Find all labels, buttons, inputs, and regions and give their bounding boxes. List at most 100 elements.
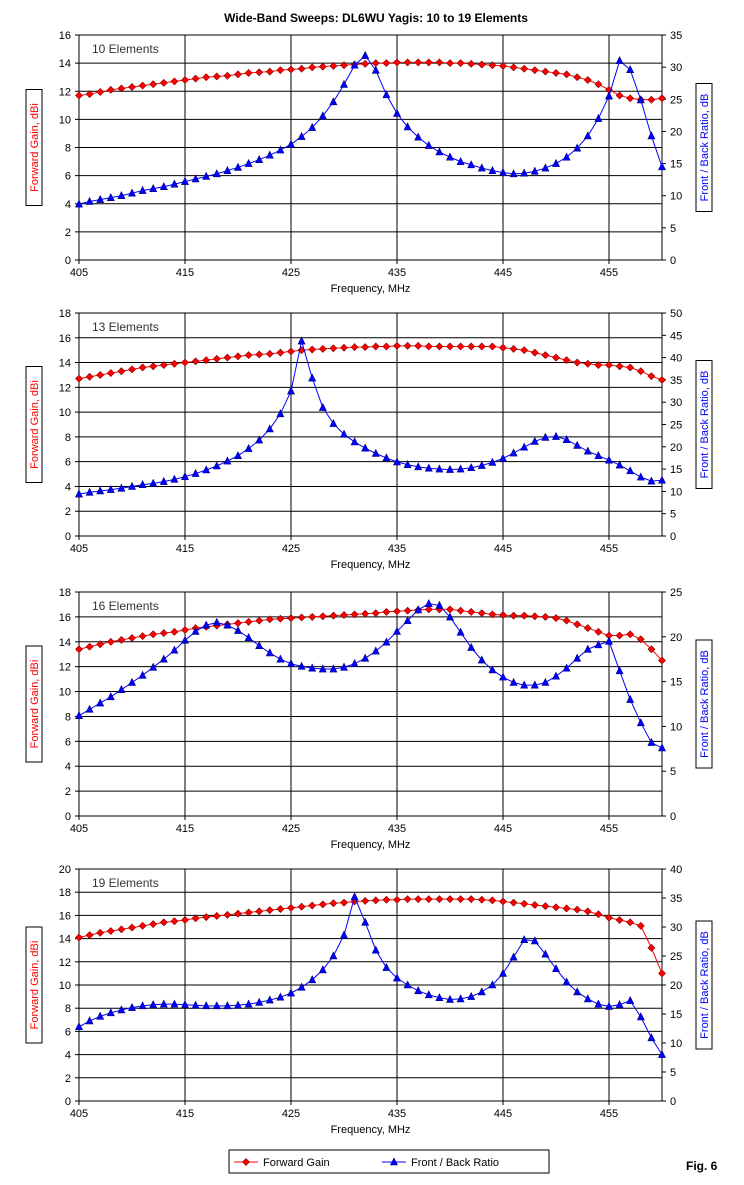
gain-point	[128, 83, 136, 91]
fb-point	[594, 113, 603, 122]
gain-point	[403, 606, 412, 615]
y-tick-label: 16	[59, 333, 71, 345]
fb-point	[244, 158, 253, 167]
fb-point	[393, 973, 401, 982]
fb-point	[562, 977, 571, 986]
gain-point	[340, 343, 348, 352]
gain-point	[382, 607, 391, 616]
fb-point	[276, 654, 285, 663]
gain-point	[414, 58, 423, 67]
fb-point	[308, 122, 317, 131]
gain-point	[223, 910, 232, 919]
fb-point	[509, 169, 518, 178]
gain-point	[106, 637, 115, 646]
fb-point	[456, 156, 465, 165]
x-axis-label: Frequency, MHz	[331, 283, 411, 295]
fb-point	[636, 718, 645, 727]
gain-point	[96, 371, 105, 379]
fb-point	[234, 162, 242, 171]
gain-point	[85, 90, 94, 98]
gain-point	[509, 898, 518, 907]
fb-point	[340, 429, 348, 438]
gain-point	[138, 81, 147, 90]
fb-point	[446, 612, 454, 621]
gain-point	[106, 369, 115, 378]
fb-point	[170, 179, 179, 188]
legend-gain-label: Forward Gain	[263, 1157, 330, 1169]
gain-point	[159, 918, 168, 927]
fb-point	[181, 635, 189, 644]
fb-point	[308, 975, 317, 984]
gain-point	[244, 351, 253, 360]
gain-point	[626, 363, 635, 372]
x-tick-label: 425	[282, 823, 300, 835]
gain-point	[159, 629, 168, 637]
y2-tick-label: 30	[670, 62, 682, 74]
gain-point	[520, 611, 529, 620]
fb-point	[615, 56, 624, 65]
fb-point	[117, 191, 126, 200]
fb-point	[647, 737, 656, 746]
gain-point	[212, 354, 221, 363]
fb-point	[159, 654, 168, 663]
gain-point	[117, 84, 126, 93]
fb-point	[159, 182, 168, 191]
fb-point	[477, 460, 486, 469]
gain-point	[393, 341, 401, 350]
gain-point	[170, 77, 179, 86]
gain-point	[149, 362, 158, 371]
fb-point	[170, 474, 179, 483]
y2-tick-label: 25	[670, 420, 682, 432]
gain-point	[393, 895, 401, 904]
fb-point	[403, 980, 412, 989]
gain-point	[361, 343, 370, 351]
gain-point	[647, 95, 656, 104]
gain-point	[446, 342, 454, 351]
fb-point	[605, 455, 613, 464]
fb-point	[605, 636, 613, 645]
y2-tick-label: 20	[670, 442, 682, 454]
fb-point	[467, 991, 476, 1000]
fb-point	[361, 50, 370, 59]
y2-axis-label: Front / Back Ratio, dB	[699, 371, 711, 479]
y2-tick-label: 50	[670, 308, 682, 320]
gain-point	[636, 367, 645, 376]
x-tick-label: 445	[494, 267, 512, 279]
fb-point	[456, 464, 465, 473]
y-tick-label: 14	[59, 637, 71, 649]
fb-point	[573, 987, 582, 996]
fb-point	[276, 409, 285, 418]
y-axis-label: Forward Gain, dBi	[29, 941, 41, 1030]
fb-point	[75, 710, 83, 719]
y2-tick-label: 40	[670, 864, 682, 876]
fb-point	[287, 988, 295, 997]
fb-point	[499, 453, 507, 462]
gain-point	[276, 614, 285, 623]
gain-point	[520, 899, 529, 908]
fb-point	[382, 637, 391, 646]
fb-point	[202, 465, 211, 474]
chart-title: Wide-Band Sweeps: DL6WU Yagis: 10 to 19 …	[224, 11, 528, 25]
y-tick-label: 10	[59, 407, 71, 419]
chart-1: 0 2 4 6 8 10 12 14 16 0 5 10 15 20 25 30 35 405 415 425 435 4…	[25, 30, 713, 295]
gain-point	[308, 612, 317, 621]
gain-point	[255, 68, 264, 77]
fb-point	[265, 424, 274, 433]
gain-point	[149, 80, 158, 89]
y-tick-label: 14	[59, 358, 71, 370]
fb-point	[636, 472, 645, 481]
y2-tick-label: 30	[670, 397, 682, 409]
gain-point	[117, 367, 126, 376]
gain-point	[276, 348, 285, 357]
fb-point	[520, 442, 529, 451]
gain-point	[626, 918, 635, 927]
fb-point	[361, 653, 370, 662]
gain-point	[520, 346, 529, 355]
gain-point	[276, 66, 285, 75]
y-tick-label: 8	[65, 143, 71, 155]
gain-point	[658, 656, 666, 665]
gain-point	[212, 72, 221, 81]
y2-tick-label: 35	[670, 375, 682, 387]
y-tick-label: 6	[65, 171, 71, 183]
y2-tick-label: 45	[670, 330, 682, 342]
